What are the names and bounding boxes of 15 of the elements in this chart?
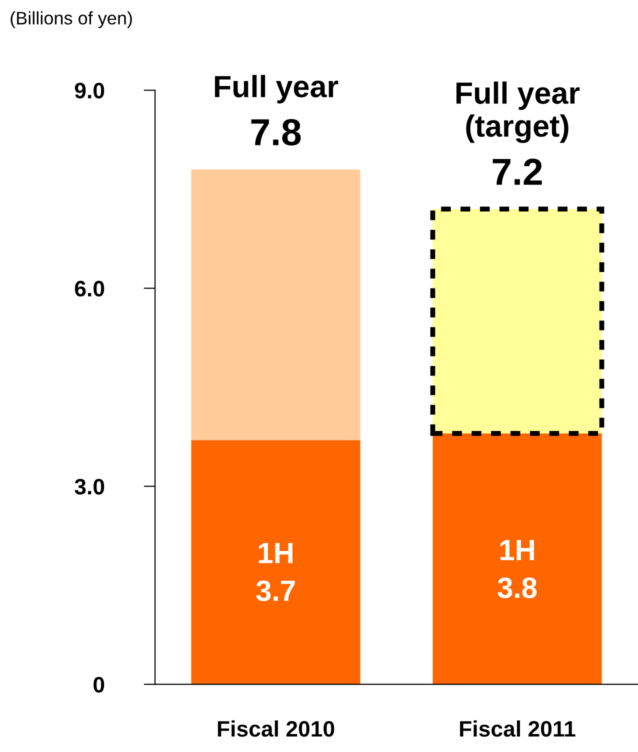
bar [191, 169, 360, 440]
data-label: 1H 3.8 [498, 540, 537, 598]
bar [191, 440, 360, 684]
y-tick-label: 0 [94, 676, 104, 693]
y-tick-label: 6.0 [74, 280, 104, 297]
total-label: 7.8 [251, 118, 301, 146]
data-label: 1H 3.7 [256, 543, 295, 602]
y-tick-label: 3.0 [74, 478, 104, 495]
y-tick-label: 9.0 [74, 82, 104, 99]
annotation: Full year (target) [456, 82, 580, 144]
x-tick-label: Fiscal 2011 [460, 720, 576, 737]
annotation: Full year [214, 74, 338, 104]
total-label: 7.2 [492, 158, 542, 185]
x-tick-label: Fiscal 2010 [218, 720, 334, 737]
y-axis-title: (Billions of yen) [10, 11, 132, 28]
